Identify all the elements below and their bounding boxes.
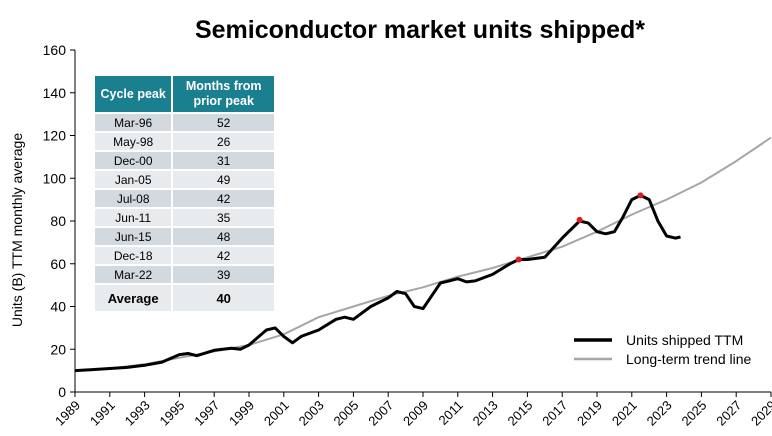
table-cell: 42 — [173, 247, 276, 264]
x-tick-label: 2017 — [539, 398, 570, 429]
table-cell: 26 — [173, 133, 276, 150]
x-tick-label: 2001 — [261, 398, 292, 429]
x-tick-label: 2019 — [574, 398, 605, 429]
series-line — [74, 193, 681, 373]
table-cell: Mar-22 — [95, 266, 174, 283]
table-cell: May-98 — [95, 133, 174, 150]
legend-label: Units shipped TTM — [626, 332, 743, 348]
table-row: May-98 26 — [95, 133, 276, 150]
table-row: Mar-96 52 — [95, 114, 276, 131]
table-cell: 35 — [173, 209, 276, 226]
table-cell: Jun-15 — [95, 228, 174, 245]
table-cell: Dec-18 — [95, 247, 174, 264]
x-tick-label: 2005 — [330, 398, 361, 429]
x-tick-label: 2003 — [296, 398, 327, 429]
table-cell: 39 — [173, 266, 276, 283]
table-row: Jul-08 42 — [95, 190, 276, 207]
table-footer-row: Average 40 — [95, 285, 276, 311]
table-cell: Jan-05 — [95, 171, 174, 188]
y-tick-label: 160 — [43, 42, 67, 58]
y-tick-label: 0 — [58, 384, 66, 400]
table-cell: 49 — [173, 171, 276, 188]
y-tick-label: 80 — [50, 213, 66, 229]
table-cell: 52 — [173, 114, 276, 131]
x-tick-label: 2021 — [609, 398, 640, 429]
table-cell: 42 — [173, 190, 276, 207]
chart-title: Semiconductor market units shipped* — [195, 16, 645, 44]
x-tick-label: 1991 — [87, 398, 118, 429]
x-tick-label: 1995 — [156, 398, 187, 429]
peak-marker — [515, 256, 522, 263]
y-tick-label: 60 — [50, 256, 66, 272]
table-cell: 31 — [173, 152, 276, 169]
x-tick-label: 2007 — [365, 398, 396, 429]
table-cell: 48 — [173, 228, 276, 245]
x-tick-label: 2023 — [644, 398, 675, 429]
x-tick-label: 2011 — [436, 398, 466, 428]
table-cell: Average — [95, 285, 174, 311]
column-header: Cycle peak — [95, 76, 174, 112]
x-tick-label: 2029 — [748, 398, 772, 429]
x-tick-label: 1997 — [191, 398, 222, 429]
column-header: Months from prior peak — [173, 76, 276, 112]
x-tick-label: 2015 — [504, 398, 535, 429]
x-tick-label: 2009 — [400, 398, 431, 429]
table-row: Dec-18 42 — [95, 247, 276, 264]
peak-marker — [576, 216, 583, 223]
y-tick-label: 140 — [43, 85, 67, 101]
x-tick-label: 1999 — [226, 398, 257, 429]
y-tick-label: 100 — [43, 170, 67, 186]
peak-marker — [637, 192, 644, 199]
y-axis-label: Units (B) TTM monthly average — [9, 133, 25, 327]
x-tick-label: 1989 — [52, 398, 83, 429]
table-cell: Dec-00 — [95, 152, 174, 169]
x-tick-label: 2013 — [470, 398, 501, 429]
table-header-row: Cycle peak Months from prior peak — [95, 76, 276, 112]
x-tick-label: 1993 — [122, 398, 153, 429]
y-tick-label: 20 — [50, 341, 66, 357]
y-tick-label: 120 — [43, 128, 67, 144]
x-tick-label: 2025 — [678, 398, 709, 429]
table-cell: Jun-11 — [95, 209, 174, 226]
legend-label: Long-term trend line — [626, 351, 752, 367]
table-row: Jun-11 35 — [95, 209, 276, 226]
table-row: Jun-15 48 — [95, 228, 276, 245]
table-row: Mar-22 39 — [95, 266, 276, 283]
table-row: Jan-05 49 — [95, 171, 276, 188]
table-cell: Jul-08 — [95, 190, 174, 207]
y-tick-label: 40 — [50, 299, 66, 315]
cycle-table: Cycle peak Months from prior peak Mar-96 52… — [95, 74, 276, 313]
x-tick-label: 2027 — [713, 398, 744, 429]
table-row: Dec-00 31 — [95, 152, 276, 169]
table-cell: Mar-96 — [95, 114, 174, 131]
table-cell: 40 — [173, 285, 276, 311]
